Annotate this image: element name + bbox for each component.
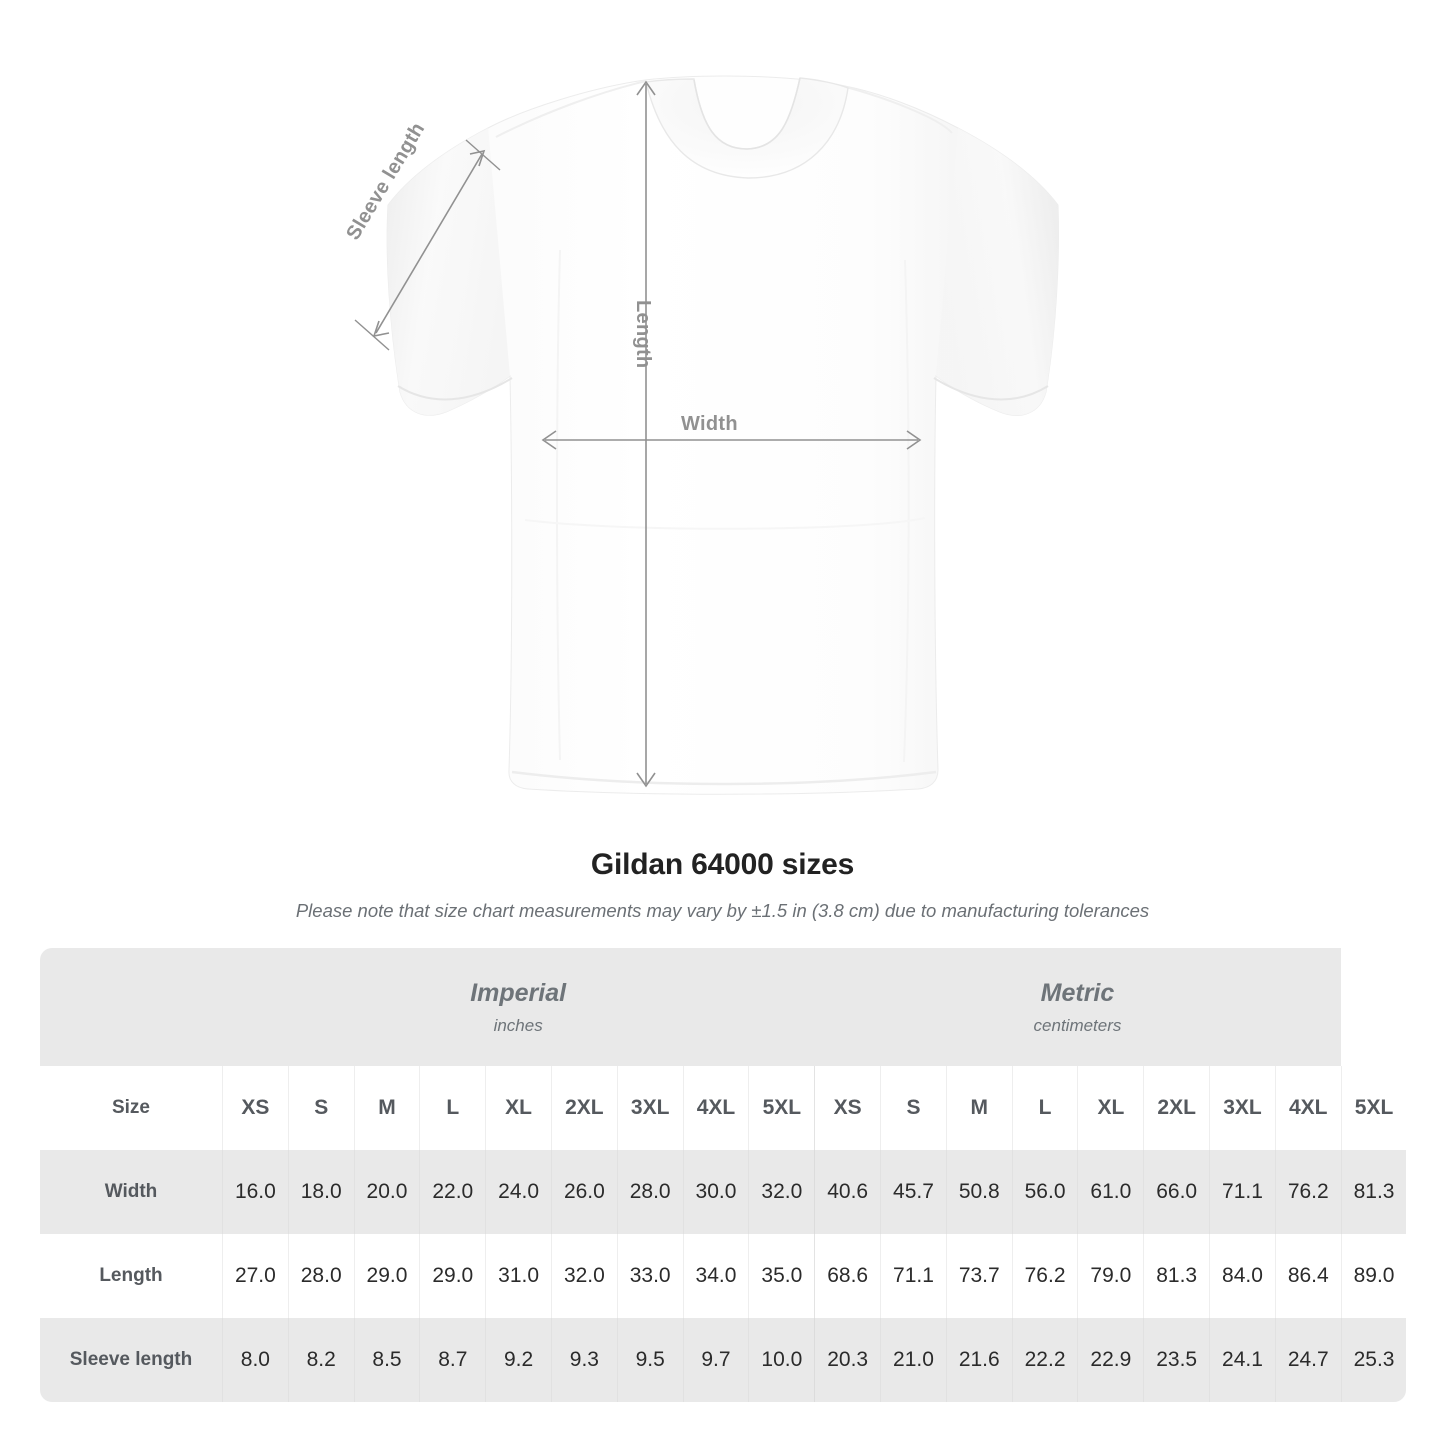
size-header-met-m: M <box>945 1066 1012 1150</box>
cell-sleeve-met-xl: 22.9 <box>1077 1318 1144 1402</box>
cell-width-met-l: 56.0 <box>1011 1150 1078 1234</box>
size-header-imp-4xl: 4XL <box>682 1066 749 1150</box>
size-header-met-xs: XS <box>814 1066 881 1150</box>
cell-width-met-3xl: 71.1 <box>1209 1150 1275 1234</box>
size-header-imp-2xl: 2XL <box>550 1066 617 1150</box>
cell-length-met-xl: 79.0 <box>1077 1234 1144 1318</box>
table-row-length: Length 27.0 28.0 29.0 29.0 31.0 32.0 33.… <box>40 1234 1407 1318</box>
size-header-met-s: S <box>880 1066 946 1150</box>
cell-sleeve-met-5xl: 25.3 <box>1340 1318 1407 1402</box>
cell-sleeve-imp-l: 8.7 <box>419 1318 486 1402</box>
cell-sleeve-imp-2xl: 9.3 <box>550 1318 617 1402</box>
cell-length-imp-2xl: 32.0 <box>550 1234 617 1318</box>
metric-group-header: Metric centimeters <box>814 948 1341 1066</box>
cell-length-imp-xs: 27.0 <box>222 1234 288 1318</box>
cell-width-met-s: 45.7 <box>880 1150 946 1234</box>
cell-length-imp-4xl: 34.0 <box>682 1234 749 1318</box>
size-header-met-xl: XL <box>1077 1066 1144 1150</box>
tshirt-graphic <box>386 75 1059 795</box>
cell-width-imp-xl: 24.0 <box>485 1150 551 1234</box>
cell-width-imp-4xl: 30.0 <box>682 1150 749 1234</box>
table-row-sleeve-length: Sleeve length 8.0 8.2 8.5 8.7 9.2 9.3 9.… <box>40 1318 1407 1402</box>
size-header-met-2xl: 2XL <box>1143 1066 1210 1150</box>
row-label-width: Width <box>40 1150 222 1234</box>
cell-sleeve-imp-xl: 9.2 <box>485 1318 551 1402</box>
size-header-imp-s: S <box>287 1066 354 1150</box>
cell-sleeve-imp-3xl: 9.5 <box>616 1318 683 1402</box>
cell-length-imp-3xl: 33.0 <box>616 1234 683 1318</box>
imperial-label: Imperial <box>470 978 567 1007</box>
cell-sleeve-met-4xl: 24.7 <box>1274 1318 1341 1402</box>
cell-width-met-5xl: 81.3 <box>1340 1150 1407 1234</box>
cell-sleeve-met-3xl: 24.1 <box>1209 1318 1275 1402</box>
page-title: Gildan 64000 sizes <box>590 848 855 881</box>
metric-label: Metric <box>1040 978 1115 1007</box>
cell-sleeve-imp-s: 8.2 <box>287 1318 354 1402</box>
cell-length-met-m: 73.7 <box>945 1234 1012 1318</box>
cell-length-met-5xl: 89.0 <box>1340 1234 1407 1318</box>
cell-sleeve-met-2xl: 23.5 <box>1143 1318 1210 1402</box>
unit-spacer-cell <box>40 948 222 1066</box>
cell-length-imp-m: 29.0 <box>353 1234 420 1318</box>
cell-width-met-4xl: 76.2 <box>1274 1150 1341 1234</box>
cell-length-met-s: 71.1 <box>880 1234 946 1318</box>
tolerance-note: Please note that size chart measurements… <box>295 900 1150 921</box>
cell-sleeve-met-xs: 20.3 <box>814 1318 881 1402</box>
cell-width-imp-3xl: 28.0 <box>616 1150 683 1234</box>
size-header-met-l: L <box>1011 1066 1078 1150</box>
size-header-imp-5xl: 5XL <box>748 1066 815 1150</box>
row-label-sleeve-length: Sleeve length <box>40 1318 222 1402</box>
cell-width-imp-m: 20.0 <box>353 1150 420 1234</box>
cell-width-imp-s: 18.0 <box>287 1150 354 1234</box>
cell-length-met-xs: 68.6 <box>814 1234 881 1318</box>
size-table: Imperial inches Metric centimeters Size <box>40 948 1407 1402</box>
cell-width-imp-l: 22.0 <box>419 1150 486 1234</box>
tshirt-illustration: Sleeve length Length Width <box>342 75 1059 795</box>
cell-width-met-xl: 61.0 <box>1077 1150 1144 1234</box>
cell-sleeve-met-l: 22.2 <box>1011 1318 1078 1402</box>
size-header-imp-xs: XS <box>222 1066 288 1150</box>
length-label: Length <box>632 300 654 369</box>
size-header-met-4xl: 4XL <box>1274 1066 1341 1150</box>
size-header-imp-l: L <box>419 1066 486 1150</box>
size-table-body: Imperial inches Metric centimeters Size <box>40 948 1407 1402</box>
cell-width-imp-2xl: 26.0 <box>550 1150 617 1234</box>
metric-sublabel: centimeters <box>1033 1015 1122 1035</box>
cell-width-met-2xl: 66.0 <box>1143 1150 1210 1234</box>
cell-length-met-3xl: 84.0 <box>1209 1234 1275 1318</box>
cell-length-imp-l: 29.0 <box>419 1234 486 1318</box>
imperial-group-header: Imperial inches <box>222 948 815 1066</box>
imperial-sublabel: inches <box>493 1015 543 1035</box>
cell-width-met-xs: 40.6 <box>814 1150 881 1234</box>
size-header-met-5xl: 5XL <box>1340 1066 1407 1150</box>
cell-sleeve-met-m: 21.6 <box>945 1318 1012 1402</box>
size-header-row: Size XS S M L XL 2XL 3XL 4XL 5XL XS S M … <box>40 1066 1407 1150</box>
cell-sleeve-imp-m: 8.5 <box>353 1318 420 1402</box>
cell-length-imp-s: 28.0 <box>287 1234 354 1318</box>
size-header-imp-m: M <box>353 1066 420 1150</box>
cell-length-imp-xl: 31.0 <box>485 1234 551 1318</box>
cell-sleeve-met-s: 21.0 <box>880 1318 946 1402</box>
unit-header-row: Imperial inches Metric centimeters <box>40 948 1406 1066</box>
size-header-imp-3xl: 3XL <box>616 1066 683 1150</box>
cell-sleeve-imp-4xl: 9.7 <box>682 1318 749 1402</box>
table-row-width: Width 16.0 18.0 20.0 22.0 24.0 26.0 28.0… <box>40 1150 1407 1234</box>
cell-length-met-l: 76.2 <box>1011 1234 1078 1318</box>
size-table-container: Imperial inches Metric centimeters Size <box>40 948 1407 1402</box>
size-header-imp-xl: XL <box>485 1066 551 1150</box>
cell-length-met-4xl: 86.4 <box>1274 1234 1341 1318</box>
cell-sleeve-imp-5xl: 10.0 <box>748 1318 815 1402</box>
row-label-length: Length <box>40 1234 222 1318</box>
cell-width-met-m: 50.8 <box>945 1150 1012 1234</box>
cell-length-imp-5xl: 35.0 <box>748 1234 815 1318</box>
width-label: Width <box>681 413 738 435</box>
cell-width-imp-5xl: 32.0 <box>748 1150 815 1234</box>
size-header-met-3xl: 3XL <box>1209 1066 1275 1150</box>
row-header-size: Size <box>40 1066 222 1150</box>
cell-sleeve-imp-xs: 8.0 <box>222 1318 288 1402</box>
cell-width-imp-xs: 16.0 <box>222 1150 288 1234</box>
chart-heading: Gildan 64000 sizes Please note that size… <box>0 845 1445 923</box>
cell-length-met-2xl: 81.3 <box>1143 1234 1210 1318</box>
